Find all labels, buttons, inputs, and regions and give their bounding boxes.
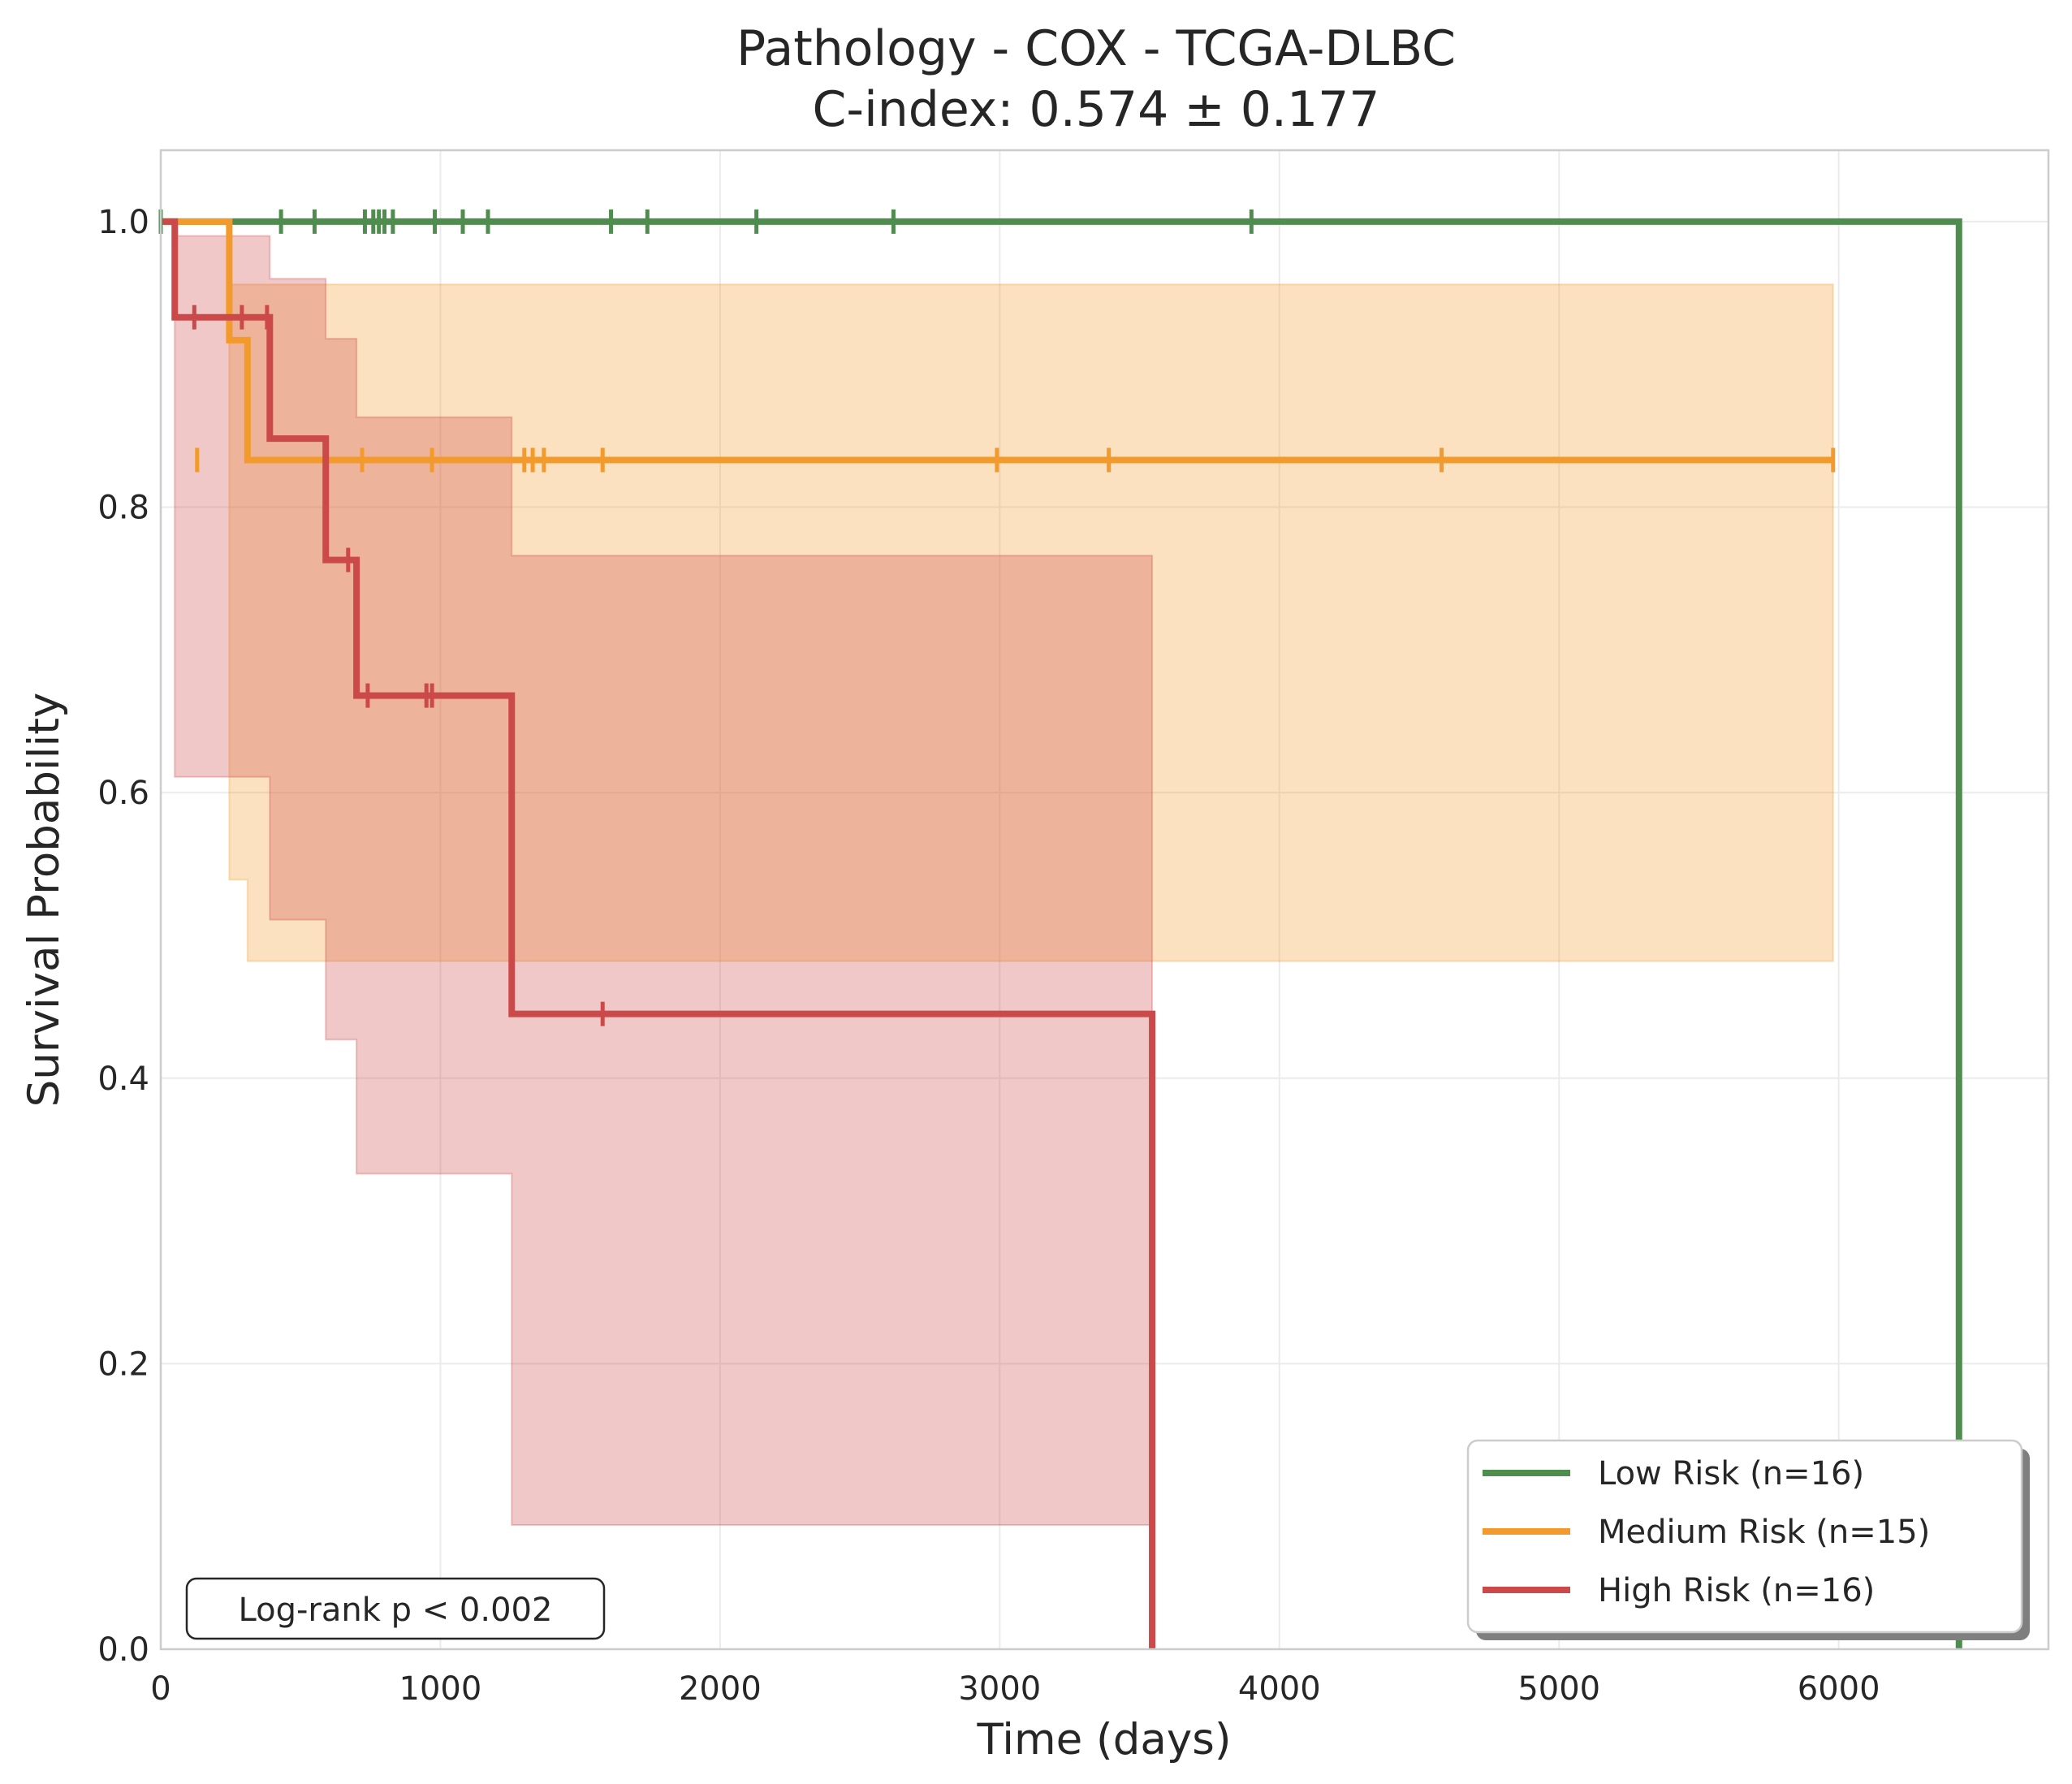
legend-label: Medium Risk (n=15) [1598,1514,1930,1551]
logrank-text: Log-rank p < 0.002 [239,1592,553,1629]
x-axis-label: Time (days) [976,1715,1231,1765]
chart-title-line2: C-index: 0.574 ± 0.177 [813,81,1380,138]
chart-title-line1: Pathology - COX - TCGA-DLBC [736,20,1456,77]
legend-label: High Risk (n=16) [1598,1572,1875,1609]
survival-curves [161,218,1962,1649]
y-tick-label: 0.8 [97,490,149,527]
survival-curve-1 [161,218,1833,464]
x-axis-ticks: 0 1000 2000 3000 4000 5000 6000 [150,1670,1880,1708]
y-axis-label: Survival Probability [19,693,69,1108]
survival-curve-2 [161,218,1156,1649]
y-tick-label: 1.0 [97,204,149,241]
confidence-bands [161,220,1834,1527]
y-tick-label: 0.6 [97,775,149,812]
x-tick-label: 2000 [679,1670,762,1708]
plot-frame [159,149,2050,1651]
x-tick-label: 1000 [399,1670,482,1708]
survival-curve-0 [161,218,1962,1649]
y-tick-label: 0.2 [97,1346,149,1383]
x-tick-label: 6000 [1798,1670,1880,1708]
x-tick-label: 3000 [958,1670,1041,1708]
x-tick-label: 5000 [1517,1670,1600,1708]
y-tick-label: 0.0 [97,1631,149,1669]
legend-label: Low Risk (n=16) [1598,1455,1864,1492]
x-tick-label: 4000 [1238,1670,1321,1708]
logrank-annotation: Log-rank p < 0.002 [185,1577,606,1640]
y-tick-label: 0.4 [97,1060,149,1098]
y-axis-ticks: 0.0 0.2 0.4 0.6 0.8 1.0 [97,204,149,1669]
legend: Low Risk (n=16) Medium Risk (n=15) High Ri… [1466,1439,2030,1640]
x-tick-label: 0 [150,1670,171,1708]
